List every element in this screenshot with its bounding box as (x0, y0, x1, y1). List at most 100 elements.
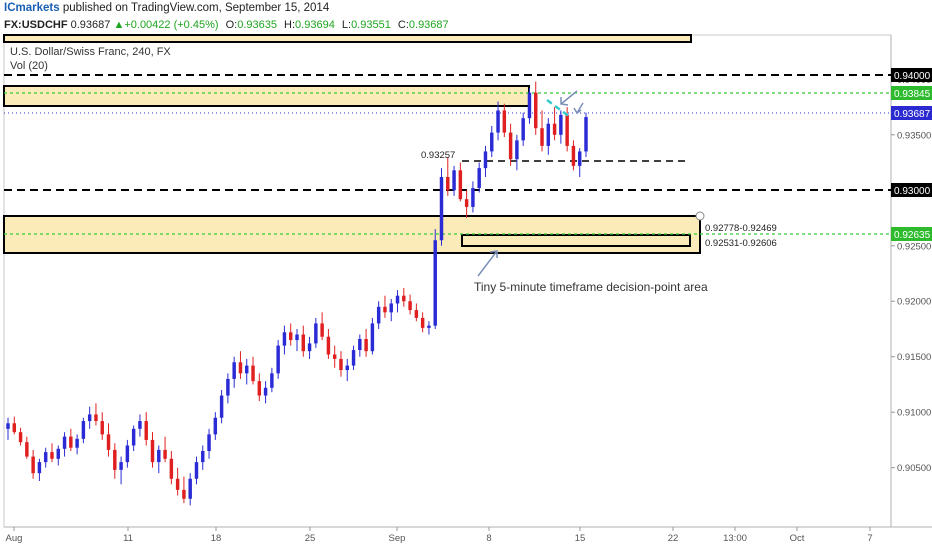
candle-body[interactable] (106, 434, 111, 450)
candle-body[interactable] (452, 170, 456, 191)
candle-body[interactable] (12, 423, 17, 433)
candle-body[interactable] (427, 325, 431, 328)
candle-body[interactable] (584, 117, 588, 152)
candle-body[interactable] (138, 421, 142, 429)
candle-body[interactable] (389, 303, 393, 313)
top-zone[interactable] (3, 34, 692, 43)
candle-body[interactable] (182, 489, 186, 499)
candle-body[interactable] (62, 436, 67, 449)
candle-body[interactable] (552, 123, 557, 135)
candle-body[interactable] (376, 306, 381, 324)
candle-body[interactable] (6, 423, 10, 429)
candle-body[interactable] (395, 295, 400, 304)
candle-body[interactable] (282, 332, 287, 346)
upper-resistance-zone[interactable] (3, 85, 530, 107)
candle-body[interactable] (345, 365, 349, 371)
candle-body[interactable] (87, 414, 92, 422)
candle-body[interactable] (270, 373, 274, 388)
candle-body[interactable] (471, 188, 475, 207)
candle-body[interactable] (458, 170, 463, 200)
candle-body[interactable] (496, 110, 500, 133)
candle-body[interactable] (295, 334, 299, 341)
candle-body[interactable] (477, 168, 481, 189)
candle-body[interactable] (383, 306, 387, 313)
candle-body[interactable] (402, 295, 406, 302)
time-axis[interactable]: Aug 11 18 25 Sep 8 15 22 13:00 Oct 7 (6, 527, 873, 544)
brand-name[interactable]: ICmarkets (4, 2, 60, 14)
candle-body[interactable] (50, 452, 54, 459)
candle-body[interactable] (18, 432, 23, 443)
candle-body[interactable] (37, 462, 42, 474)
candle-body[interactable] (31, 456, 35, 474)
candle-body[interactable] (546, 123, 551, 146)
candle-body[interactable] (56, 448, 60, 459)
candle-body[interactable] (559, 114, 563, 135)
candle-body[interactable] (131, 428, 136, 446)
candle-body[interactable] (301, 334, 306, 352)
candle-body[interactable] (439, 176, 444, 241)
candle-body[interactable] (163, 449, 167, 459)
cyan-trendline[interactable] (546, 98, 571, 119)
candle-body[interactable] (339, 358, 343, 371)
candle-body[interactable] (490, 132, 494, 152)
candle-body[interactable] (150, 439, 155, 463)
candle-body[interactable] (69, 436, 73, 448)
candle-body[interactable] (565, 114, 569, 146)
candle-body[interactable] (508, 132, 513, 160)
candle-body[interactable] (534, 92, 538, 129)
candle-body[interactable] (169, 458, 174, 479)
candle-body[interactable] (358, 338, 362, 351)
candle-body[interactable] (175, 478, 180, 490)
candle-body[interactable] (25, 442, 29, 457)
candle-body[interactable] (245, 365, 249, 374)
candle-body[interactable] (94, 414, 98, 422)
candle-body[interactable] (263, 387, 268, 396)
candle-body[interactable] (43, 452, 48, 463)
candle-body[interactable] (420, 317, 425, 328)
candle-body[interactable] (332, 354, 337, 359)
price-axis[interactable]: 0.90500 0.91000 0.91500 0.92000 0.92500 0.930… (891, 75, 931, 474)
candle-body[interactable] (201, 451, 205, 463)
candle-body[interactable] (483, 151, 488, 169)
candle-body[interactable] (364, 338, 368, 352)
candle-body[interactable] (213, 417, 218, 435)
candle-body[interactable] (320, 323, 324, 337)
candle-body[interactable] (251, 365, 255, 382)
candle-body[interactable] (370, 323, 375, 352)
candle-body[interactable] (314, 323, 318, 344)
candle-body[interactable] (113, 449, 117, 470)
candle-body[interactable] (125, 445, 130, 463)
candle-body[interactable] (351, 350, 356, 366)
candle-body[interactable] (232, 362, 236, 379)
candle-body[interactable] (540, 128, 544, 146)
candle-body[interactable] (515, 140, 519, 160)
candle-body[interactable] (81, 421, 86, 439)
candle-body[interactable] (521, 118, 525, 141)
candle-body[interactable] (502, 110, 507, 133)
candle-body[interactable] (414, 310, 419, 318)
candle-body[interactable] (307, 343, 312, 352)
decision-point-zone[interactable] (461, 234, 691, 247)
candle-body[interactable] (207, 434, 211, 452)
candle-body[interactable] (288, 332, 293, 341)
candle-body[interactable] (194, 462, 199, 479)
candle-body[interactable] (571, 145, 576, 166)
candle-body[interactable] (119, 462, 123, 470)
candle-body[interactable] (157, 449, 161, 463)
candle-body[interactable] (257, 381, 262, 396)
candle-body[interactable] (577, 151, 582, 166)
candle-body[interactable] (238, 362, 243, 374)
candle-body[interactable] (464, 199, 469, 207)
candle-body[interactable] (408, 301, 412, 311)
candle-body[interactable] (527, 92, 532, 119)
candle-body[interactable] (326, 336, 331, 355)
zone-handle[interactable] (695, 211, 705, 221)
candle-body[interactable] (100, 421, 104, 435)
candle-body[interactable] (144, 421, 148, 440)
candle-body[interactable] (433, 240, 437, 326)
candle-body[interactable] (226, 378, 230, 396)
candle-body[interactable] (219, 395, 224, 418)
candle-body[interactable] (188, 478, 192, 499)
candle-body[interactable] (446, 176, 450, 191)
